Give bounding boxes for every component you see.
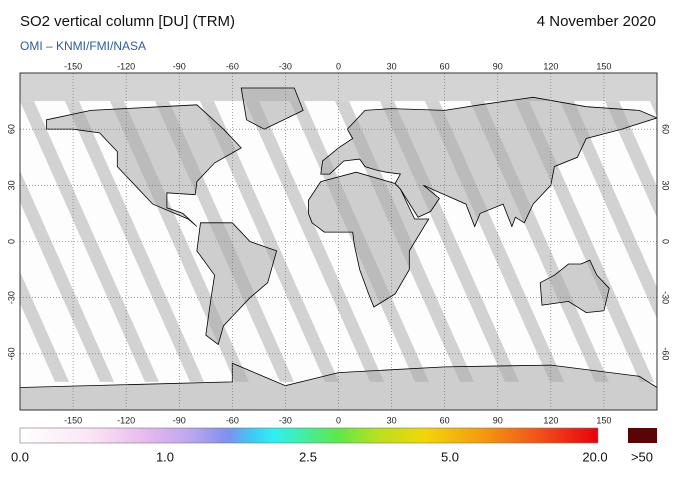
longitude-label: -90: [173, 415, 186, 425]
longitude-label: 150: [596, 61, 611, 71]
title: SO2 vertical column [DU] (TRM): [20, 13, 235, 30]
orbit-gap: [560, 101, 657, 320]
land: [46, 104, 242, 227]
longitude-label: -30: [279, 61, 292, 71]
colorbar-overflow-label: >50: [631, 449, 653, 464]
longitude-label: 0: [336, 61, 341, 71]
colorbar-label: 0.0: [11, 449, 29, 464]
longitude-label: 0: [336, 415, 341, 425]
longitude-label: -60: [226, 415, 239, 425]
colorbar-overflow: [628, 428, 657, 443]
orbit-gap: [20, 170, 114, 382]
latitude-label: -60: [6, 347, 16, 360]
land: [320, 96, 657, 228]
colorbar-label: 1.0: [156, 449, 174, 464]
latitude-label: 30: [6, 180, 16, 190]
land: [20, 362, 657, 410]
land: [539, 259, 610, 314]
colorbar-label: 2.5: [299, 449, 317, 464]
latitude-label: -60: [661, 347, 671, 360]
longitude-label: -60: [226, 61, 239, 71]
longitude-label: 30: [387, 61, 397, 71]
land: [196, 222, 278, 346]
colorbar-label: 20.0: [582, 449, 607, 464]
map-frame: [19, 72, 658, 411]
date: 4 November 2020: [537, 13, 656, 30]
orbit-gap: [20, 271, 69, 382]
longitude-label: 60: [440, 61, 450, 71]
longitude-label: 90: [493, 415, 503, 425]
no-data-polar: [20, 73, 657, 102]
map: [20, 73, 657, 410]
latitude-label: -30: [6, 291, 16, 304]
source: OMI – KNMI/FMI/NASA: [20, 39, 146, 53]
longitude-label: 150: [596, 415, 611, 425]
longitude-label: 90: [493, 61, 503, 71]
latitude-label: -30: [661, 291, 671, 304]
longitude-label: -90: [173, 61, 186, 71]
longitude-label: -120: [117, 61, 135, 71]
longitude-label: 60: [440, 415, 450, 425]
colorbar: [19, 427, 599, 444]
longitude-label: 30: [387, 415, 397, 425]
longitude-label: -120: [117, 415, 135, 425]
orbit-gap: [605, 101, 657, 218]
longitude-label: -30: [279, 415, 292, 425]
longitude-label: -150: [64, 61, 82, 71]
latitude-label: 60: [661, 124, 671, 134]
latitude-label: 60: [6, 124, 16, 134]
latitude-label: 0: [6, 239, 16, 244]
longitude-label: -150: [64, 415, 82, 425]
colorbar-label: 5.0: [441, 449, 459, 464]
longitude-label: 120: [543, 415, 558, 425]
orbit-gap: [650, 101, 657, 117]
longitude-label: 120: [543, 61, 558, 71]
latitude-label: 30: [661, 180, 671, 190]
latitude-label: 0: [661, 239, 671, 244]
